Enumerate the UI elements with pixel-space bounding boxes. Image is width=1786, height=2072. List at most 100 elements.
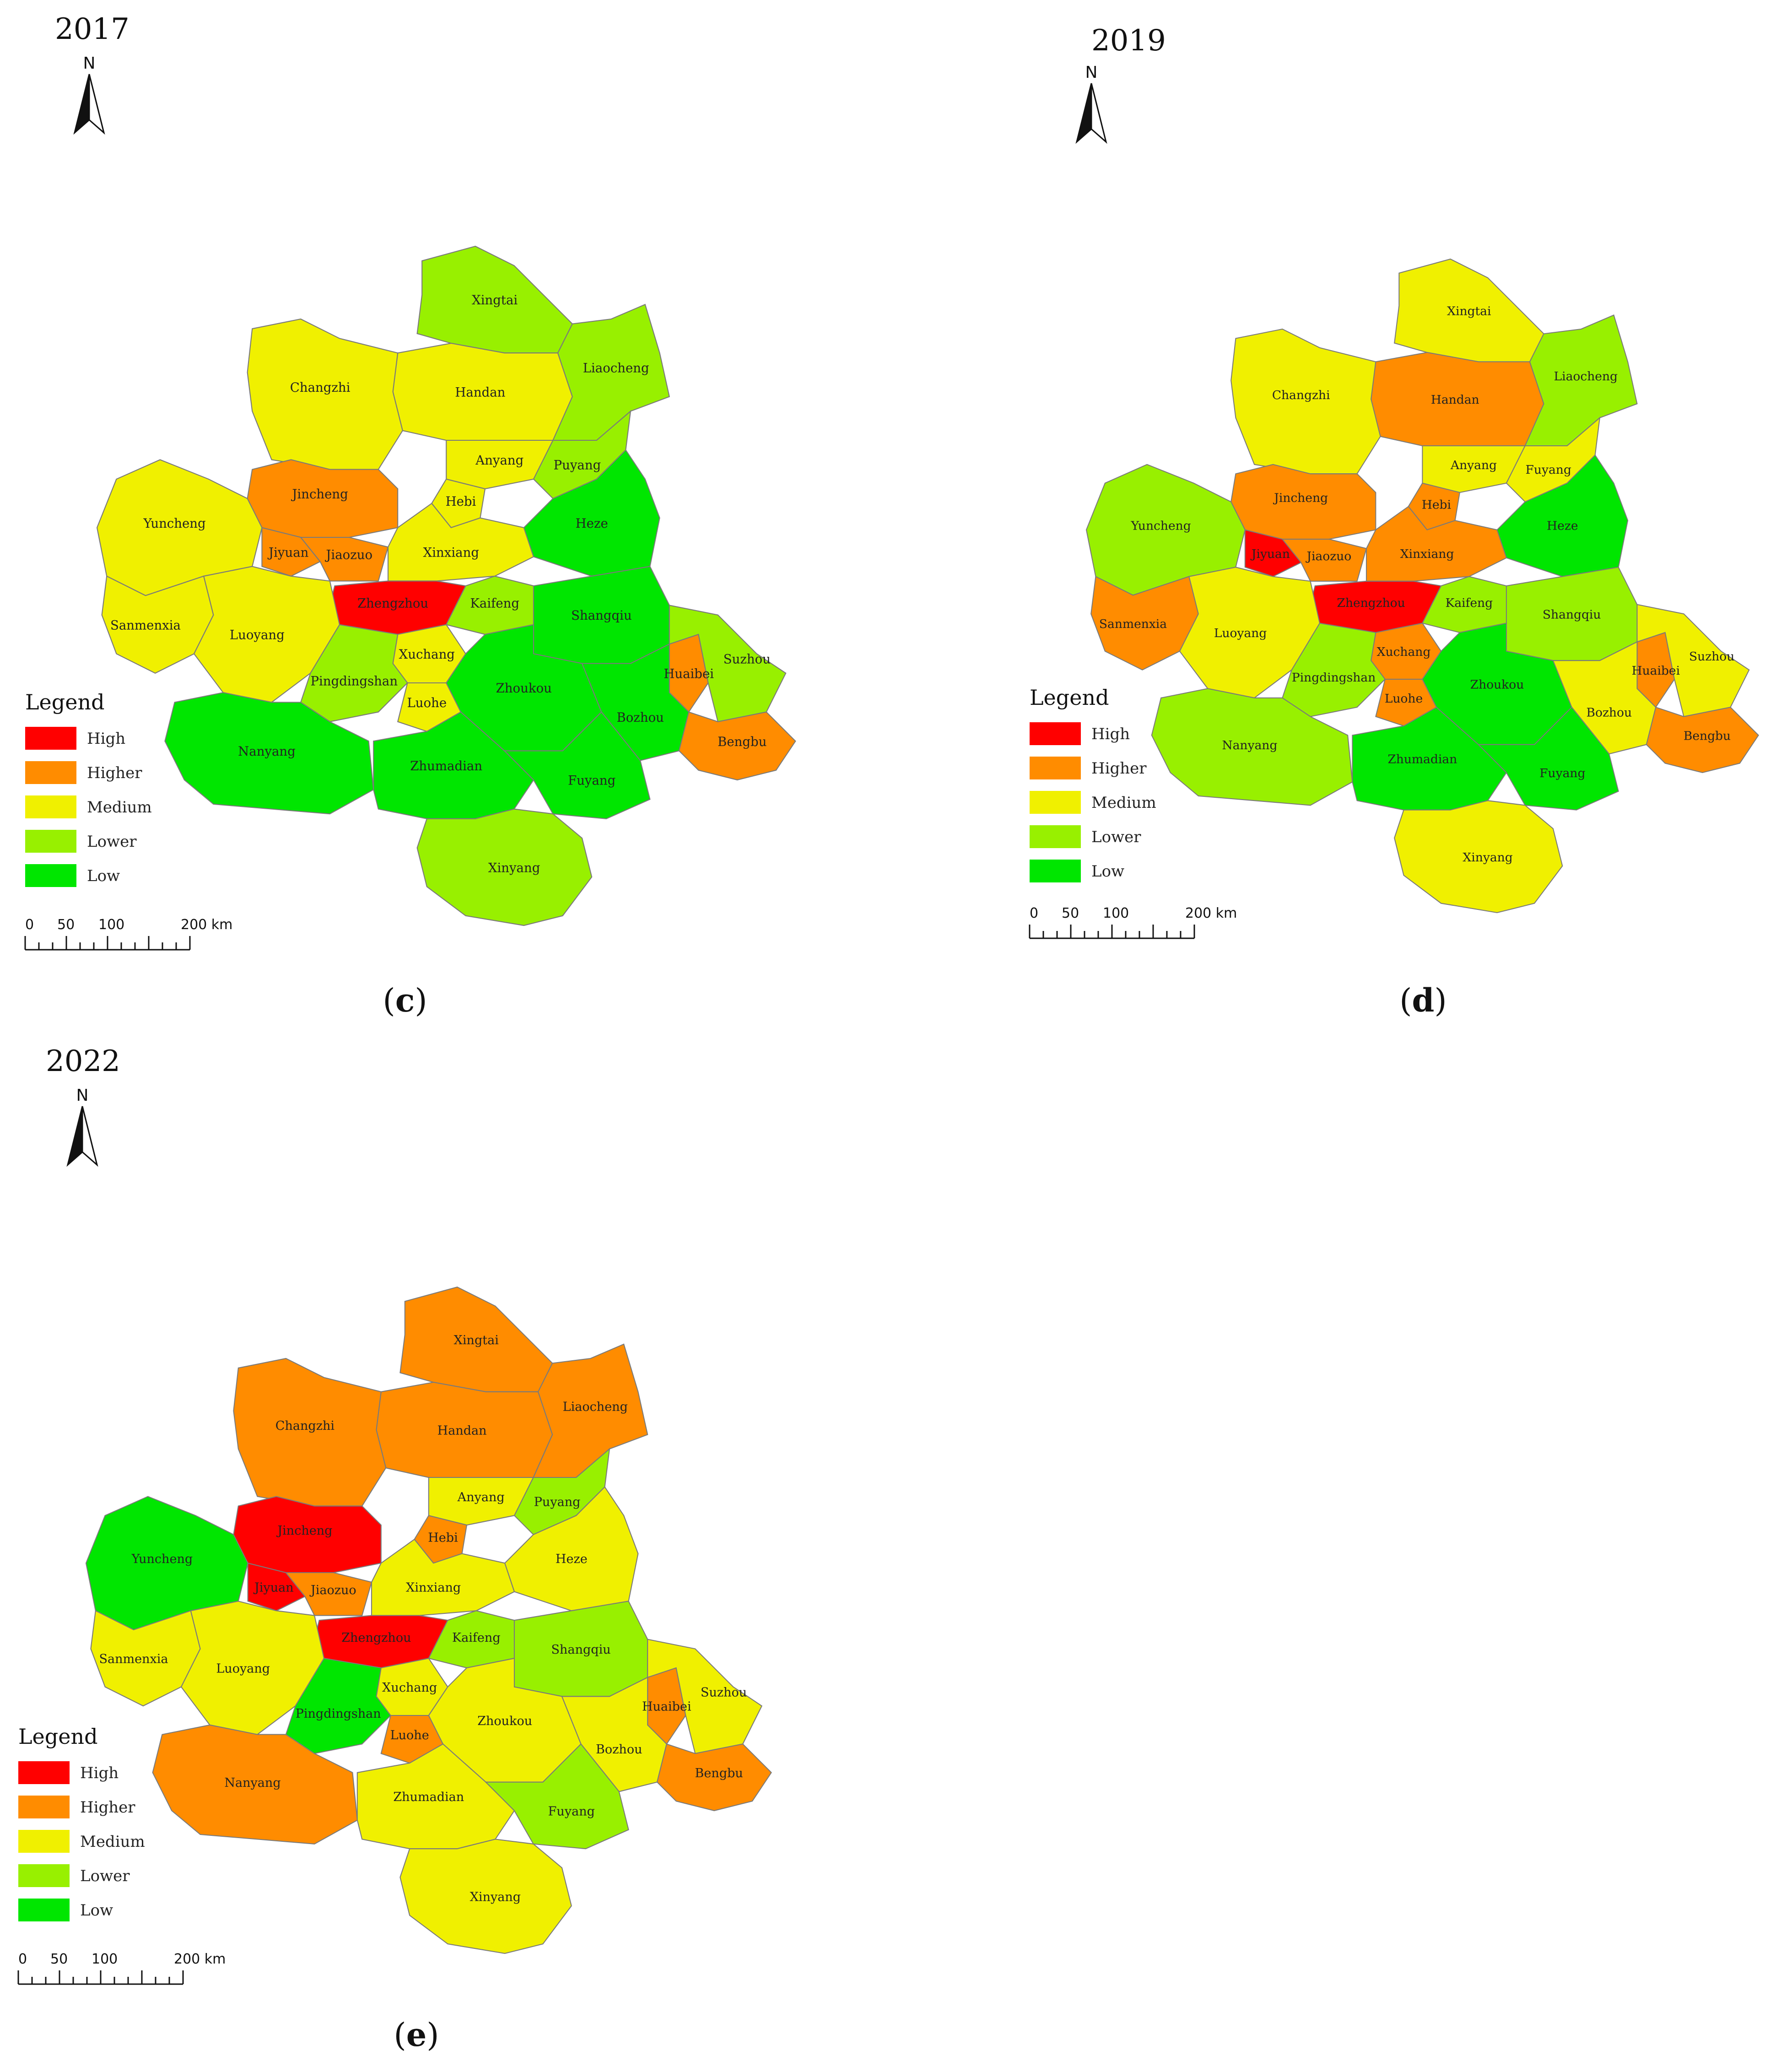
city-label-jiyuan: Jiyuan <box>1250 547 1290 561</box>
city-label-huaibei: Huaibei <box>664 666 714 681</box>
city-label-zhoukou: Zhoukou <box>496 681 552 696</box>
city-label-yuncheng: Yuncheng <box>143 516 206 531</box>
city-label-handan: Handan <box>1431 393 1479 407</box>
legend-swatch-low <box>25 864 76 887</box>
scale-bar: 0 50 100 200 km <box>1029 905 1237 939</box>
city-label-zhengzhou: Zhengzhou <box>341 1631 411 1645</box>
panel-year-title: 2022 <box>46 1044 120 1078</box>
city-label-liaocheng: Liaocheng <box>1554 369 1618 384</box>
city-label-bengbu: Bengbu <box>695 1766 743 1780</box>
region-bengbu <box>678 711 796 781</box>
city-label-luohe: Luohe <box>390 1728 429 1742</box>
panel-year-title: 2017 <box>55 12 129 46</box>
scale-bar-label: 200 km <box>181 917 232 933</box>
city-label-jiyuan: Jiyuan <box>253 1581 294 1595</box>
region-jiyuan <box>247 1562 306 1612</box>
city-label-xinyang: Xinyang <box>470 1890 521 1904</box>
legend-label-low: Low <box>1091 862 1124 881</box>
city-label-luoyang: Luoyang <box>230 628 285 643</box>
city-label-xingtai: Xingtai <box>1447 304 1491 318</box>
city-label-bengbu: Bengbu <box>1683 729 1731 743</box>
scale-bar: 0 50 100 200 km <box>17 1951 226 1985</box>
legend: Legend High Higher Medium Lower Low <box>25 690 152 887</box>
region-jiyuan <box>1244 529 1302 577</box>
panel-label: (c) <box>383 981 427 1019</box>
map-panel-c: 2017 N Xingtai Handan Changzhi Liaocheng Anyan… <box>24 12 796 1019</box>
city-label-yuncheng: Yuncheng <box>131 1552 193 1566</box>
scale-bar-label: 0 <box>25 917 34 933</box>
map-panel-d: 2019 N Xingtai Handan Changzhi Liaocheng Anyan… <box>1029 24 1759 1019</box>
legend-swatch-high <box>1030 722 1081 745</box>
city-label-zhengzhou: Zhengzhou <box>1337 596 1405 610</box>
region-changzhi <box>247 318 403 470</box>
region-xinyang <box>416 808 593 926</box>
region-heze <box>504 1486 639 1612</box>
scale-bar-label: 50 <box>57 917 75 933</box>
city-label-zhoukou: Zhoukou <box>477 1714 532 1728</box>
region-changzhi <box>1230 328 1381 475</box>
legend-swatch-lower <box>18 1864 70 1887</box>
scale-bar-label: 50 <box>1062 905 1079 921</box>
city-label-changzhi: Changzhi <box>275 1419 335 1433</box>
region-jiyuan <box>261 527 321 577</box>
panel-label: (d) <box>1399 981 1447 1019</box>
city-label-bozhou: Bozhou <box>596 1742 642 1757</box>
scale-bar-label: 200 km <box>174 1951 226 1967</box>
city-label-huaibei: Huaibei <box>1632 664 1680 678</box>
region-jiaozuo <box>285 1572 372 1616</box>
city-label-zhumadian: Zhumadian <box>1387 752 1457 767</box>
legend-title: Legend <box>25 690 105 714</box>
legend-label-medium: Medium <box>80 1833 145 1851</box>
city-label-luoyang: Luoyang <box>216 1661 270 1676</box>
legend-swatch-low <box>1030 860 1081 882</box>
city-label-bengbu: Bengbu <box>718 735 766 749</box>
city-label-sanmenxia: Sanmenxia <box>1099 617 1167 631</box>
legend-label-lower: Lower <box>1091 828 1141 846</box>
city-label-changzhi: Changzhi <box>290 380 351 395</box>
city-label-sanmenxia: Sanmenxia <box>110 618 181 633</box>
region-heze <box>1496 454 1629 577</box>
city-label-hebi: Hebi <box>428 1531 458 1545</box>
legend-swatch-higher <box>25 761 76 784</box>
region-jiaozuo <box>1281 538 1367 582</box>
city-label-xinyang: Xinyang <box>1463 850 1513 865</box>
city-label-xinxiang: Xinxiang <box>406 1581 461 1595</box>
legend-swatch-higher <box>1030 757 1081 779</box>
legend-swatch-lower <box>25 830 76 853</box>
scale-bar: 0 50 100 200 km <box>24 917 232 951</box>
legend-label-lower: Lower <box>80 1867 130 1885</box>
legend-title: Legend <box>18 1724 98 1749</box>
city-label-jincheng: Jincheng <box>276 1524 332 1538</box>
region-heze <box>523 449 660 577</box>
city-label-hebi: Hebi <box>446 494 476 509</box>
city-label-zhumadian: Zhumadian <box>410 759 482 774</box>
city-label-anyang: Anyang <box>457 1490 505 1504</box>
north-arrow-label: N <box>76 1086 89 1105</box>
city-label-yuncheng: Yuncheng <box>1131 519 1191 533</box>
city-label-jincheng: Jincheng <box>1273 491 1328 505</box>
city-label-handan: Handan <box>437 1423 487 1438</box>
legend-label-lower: Lower <box>87 833 137 851</box>
legend-label-higher: Higher <box>87 764 142 782</box>
legend-swatch-higher <box>18 1796 70 1818</box>
city-label-xinxiang: Xinxiang <box>1400 547 1454 561</box>
city-label-bozhou: Bozhou <box>1586 706 1632 720</box>
scale-bar-label: 0 <box>18 1951 27 1967</box>
region-bengbu <box>656 1743 772 1812</box>
city-label-suzhou: Suzhou <box>723 652 771 667</box>
city-label-kaifeng: Kaifeng <box>452 1631 501 1645</box>
choropleth-map: Xingtai Handan Changzhi Liaocheng Anyang Hebi… <box>96 245 796 926</box>
region-xinyang <box>1394 800 1563 914</box>
legend-label-medium: Medium <box>1091 794 1156 812</box>
city-label-shangqiu: Shangqiu <box>551 1643 611 1657</box>
legend-swatch-medium <box>1030 791 1081 814</box>
city-label-shangqiu: Shangqiu <box>571 608 632 623</box>
city-label-nanyang: Nanyang <box>1222 738 1278 752</box>
north-arrow-label: N <box>83 54 96 73</box>
city-label-pingdingshan: Pingdingshan <box>1292 671 1376 685</box>
city-label-sanmenxia: Sanmenxia <box>99 1652 168 1666</box>
north-arrow-icon: N <box>73 54 105 135</box>
city-label-fuyang: Fuyang <box>548 1804 595 1818</box>
choropleth-map: Xingtai Handan Changzhi Liaocheng Anyang Hebi… <box>1085 258 1759 914</box>
legend-label-low: Low <box>80 1901 113 1920</box>
